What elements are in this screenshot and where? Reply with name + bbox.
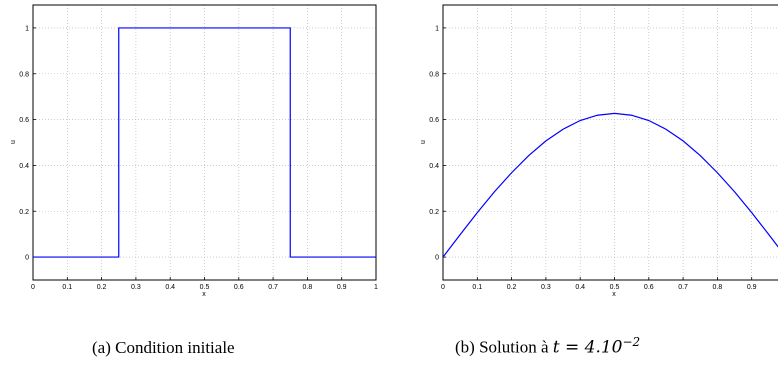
caption-b-exponent: −2 <box>622 335 641 349</box>
x-tick-label: 0.3 <box>541 284 551 291</box>
plot-frame <box>32 4 377 281</box>
plot-frame <box>442 4 778 281</box>
x-axis-label: x <box>202 291 206 298</box>
x-tick-label: 0.1 <box>472 284 482 291</box>
y-ticks: 0 0.2 0.4 0.6 0.8 1 <box>19 25 36 262</box>
x-tick-label: 0.5 <box>610 284 620 291</box>
caption-b: (b) Solution à t = 4.10−2 <box>455 335 640 358</box>
y-tick-label: 0 <box>25 255 29 262</box>
y-tick-label: 0.4 <box>19 163 29 170</box>
series-group <box>33 27 376 258</box>
x-tick-label: 0.4 <box>165 284 175 291</box>
y-tick-label: 0.2 <box>19 209 29 216</box>
y-tick-label: 0.6 <box>19 117 29 124</box>
x-tick-label: 0.6 <box>234 284 244 291</box>
grid-lines <box>33 5 376 280</box>
x-axis-label: x <box>612 291 616 298</box>
x-tick-label: 0.7 <box>268 284 278 291</box>
series-line <box>33 27 376 258</box>
x-tick-label: 0.7 <box>678 284 688 291</box>
x-tick-label: 0.3 <box>131 284 141 291</box>
y-ticks: 0 0.2 0.4 0.6 0.8 1 <box>429 25 446 262</box>
x-tick-label: 1 <box>374 284 378 291</box>
y-tick-label: 0.8 <box>19 71 29 78</box>
y-tick-label: 0.4 <box>429 163 439 170</box>
chart-b: 0 0.2 0.4 0.6 0.8 1 0 0.1 0.2 0.3 0.4 0.5 0.6 0.7 0.8… <box>420 4 778 298</box>
y-axis-label: u <box>420 140 427 144</box>
chart-a: 0 0.2 0.4 0.6 0.8 1 0 0.1 0.2 0.3 0.4 0.5 0.6 0.7 0.8… <box>10 4 378 298</box>
x-tick-label: 0.2 <box>507 284 517 291</box>
x-tick-label: 0.8 <box>303 284 313 291</box>
x-tick-label: 0 <box>31 284 35 291</box>
series-line <box>443 112 778 258</box>
caption-b-prefix: (b) Solution à <box>455 337 553 357</box>
x-ticks: 0 0.1 0.2 0.3 0.4 0.5 0.6 0.7 0.8 0.9 <box>441 277 757 291</box>
x-ticks: 0 0.1 0.2 0.3 0.4 0.5 0.6 0.7 0.8 0.9 1 <box>31 277 378 291</box>
y-tick-label: 0.6 <box>429 117 439 124</box>
grid-lines <box>443 5 778 280</box>
y-tick-label: 1 <box>25 25 29 32</box>
y-tick-label: 0.2 <box>429 209 439 216</box>
x-tick-label: 0.4 <box>575 284 585 291</box>
x-tick-label: 0.6 <box>644 284 654 291</box>
y-tick-label: 0 <box>435 255 439 262</box>
y-tick-label: 1 <box>435 25 439 32</box>
caption-b-math: t = 4.10 <box>552 337 623 358</box>
x-tick-label: 0.8 <box>713 284 723 291</box>
caption-a: (a) Condition initiale <box>92 338 235 357</box>
y-axis-label: u <box>10 140 17 144</box>
x-tick-label: 0.1 <box>62 284 72 291</box>
x-tick-label: 0.2 <box>97 284 107 291</box>
x-tick-label: 0 <box>441 284 445 291</box>
x-tick-label: 0.9 <box>337 284 347 291</box>
series-group <box>443 112 778 258</box>
y-tick-label: 0.8 <box>429 71 439 78</box>
x-tick-label: 0.9 <box>747 284 757 291</box>
x-tick-label: 0.5 <box>200 284 210 291</box>
